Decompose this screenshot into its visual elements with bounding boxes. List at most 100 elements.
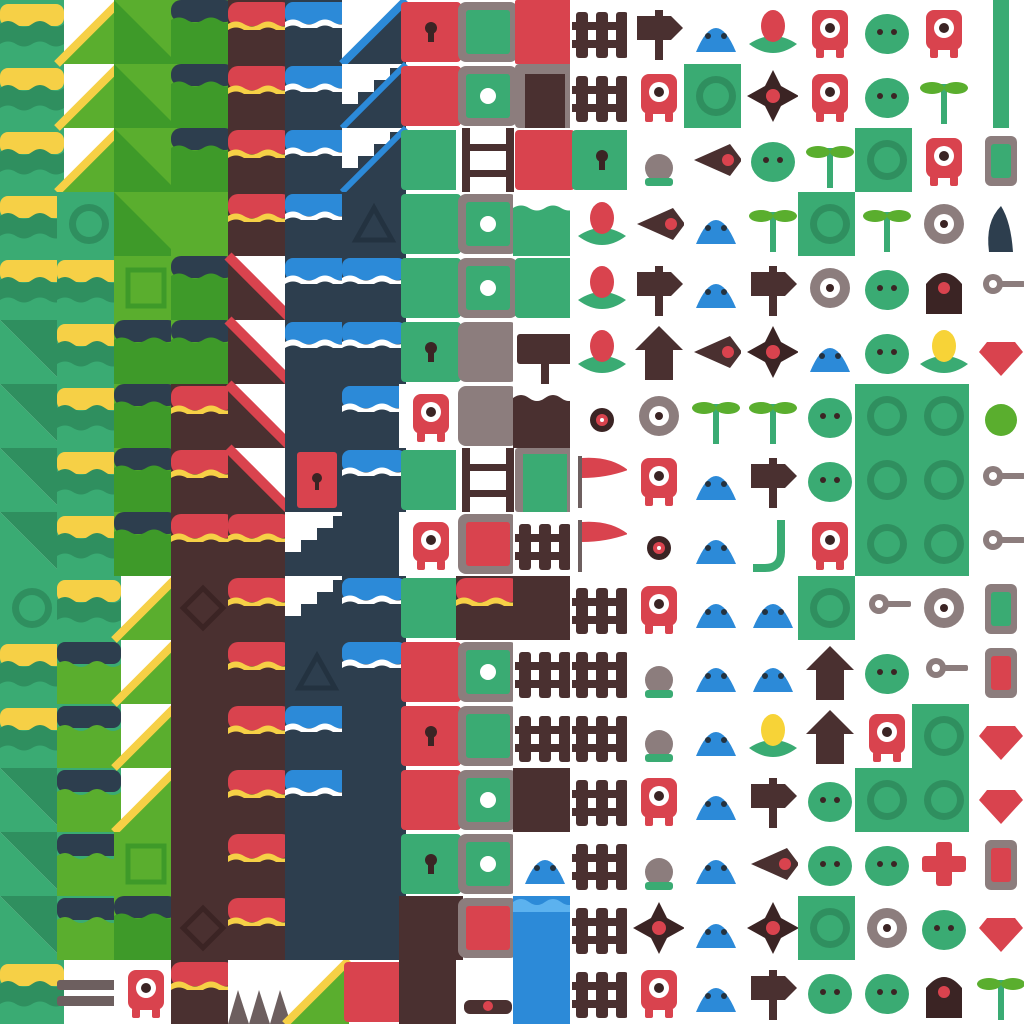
tile-redslope — [224, 316, 296, 388]
tile-red — [344, 962, 404, 1022]
tile-ladder — [456, 448, 520, 512]
tile-redlock — [401, 2, 461, 62]
tile-ring — [684, 64, 748, 128]
tile-redslope — [224, 380, 296, 452]
tile-green — [401, 130, 461, 190]
tile-green — [515, 258, 575, 318]
tile-blueblob — [684, 192, 748, 256]
tile-tulip — [570, 192, 634, 256]
tile-sandwave — [0, 0, 64, 64]
tile-blueblob — [684, 0, 748, 64]
tile-green-blob — [855, 320, 919, 384]
tile-key — [855, 576, 919, 640]
tile-red-eye — [798, 64, 862, 128]
tile-sandwave — [0, 256, 64, 320]
tile-sandwave — [0, 960, 64, 1024]
tile-green-blob — [855, 640, 919, 704]
tile-column-arrows-and-critters — [627, 0, 691, 1024]
tile-arrowsign — [741, 768, 805, 832]
tile-one-eye — [399, 512, 463, 576]
tile-grayplate — [458, 322, 518, 382]
tile-navywave — [57, 832, 121, 896]
tile-redwave — [228, 704, 292, 768]
tile-green-blob — [912, 896, 976, 960]
tile-grasscorner — [114, 64, 178, 128]
tile-redlock — [401, 706, 461, 766]
tile-brown — [513, 576, 577, 640]
tile-gear — [912, 192, 976, 256]
tile-sprout — [798, 128, 862, 192]
tile-lockplate — [458, 770, 518, 830]
tile-blueblob — [684, 768, 748, 832]
tile-blueblob — [684, 896, 748, 960]
tile-red-one-eye — [114, 960, 178, 1024]
tile-square — [114, 832, 178, 896]
tile-red — [401, 66, 461, 126]
tile-bluewater — [513, 896, 577, 960]
tile-sandwave — [57, 256, 121, 320]
tile-navyedge — [171, 256, 235, 320]
tile-brown — [399, 896, 463, 960]
tile-navywave — [57, 704, 121, 768]
tile-green-blob — [798, 832, 862, 896]
tile-ring — [0, 576, 64, 640]
tile-redplate — [458, 514, 518, 574]
tile-green-blob — [855, 64, 919, 128]
tile-key — [969, 256, 1024, 320]
tile-arrow — [627, 320, 691, 384]
tile-redwave — [228, 768, 292, 832]
tile-arrowsign — [741, 448, 805, 512]
tile-red-eye — [798, 0, 862, 64]
tile-redwave — [171, 960, 235, 1024]
tile-snake — [627, 704, 691, 768]
tile-one-eye — [627, 64, 691, 128]
tile-redwave — [228, 576, 292, 640]
tile-bluewave — [342, 576, 406, 640]
tile-tentacle — [969, 192, 1024, 256]
tile-diag — [54, 0, 124, 67]
tile-diag — [111, 765, 181, 835]
tile-square — [114, 256, 178, 320]
tile-ring — [855, 512, 919, 576]
tile-gear — [855, 896, 919, 960]
tile-blueblob — [798, 320, 862, 384]
tile-keyplate — [458, 66, 518, 126]
tile-fence — [513, 640, 577, 704]
tile-button — [627, 832, 691, 896]
tile-batteryred — [969, 640, 1024, 704]
tile-fish — [741, 832, 805, 896]
tile-lock — [285, 448, 349, 512]
tile-greenlock — [401, 834, 461, 894]
tile-fence — [570, 896, 634, 960]
tile-sandwave — [57, 320, 121, 384]
tile-brown — [399, 960, 463, 1024]
tile-fence — [513, 704, 577, 768]
tile-blueblob — [741, 640, 805, 704]
tile-redwave — [228, 192, 292, 256]
tile-ring — [798, 192, 862, 256]
tile-flag — [570, 448, 634, 512]
tile-signpost — [627, 0, 691, 64]
tile-plant — [912, 64, 976, 128]
tile-red-eye — [798, 512, 862, 576]
tile-redwave — [228, 640, 292, 704]
tile-redwave — [456, 576, 520, 640]
tile-bluestairs — [339, 125, 409, 195]
tile-blueblob — [684, 704, 748, 768]
tile-ring-bot — [627, 384, 691, 448]
tile-bluewave — [285, 128, 349, 192]
tile-brown — [171, 768, 235, 832]
tile-key — [969, 512, 1024, 576]
tile-green-blob — [855, 256, 919, 320]
tile-diag — [54, 61, 124, 131]
tile-blueblob — [684, 640, 748, 704]
tile-spikes — [228, 960, 292, 1024]
tile-arrowsign — [741, 960, 805, 1024]
tile-hook — [741, 512, 805, 576]
tile-red — [515, 130, 575, 190]
tile-blueblob — [741, 576, 805, 640]
tile-ring — [855, 128, 919, 192]
tile-slope — [0, 384, 64, 448]
tile-pipe — [969, 0, 1024, 64]
tile-navyedge — [114, 512, 178, 576]
